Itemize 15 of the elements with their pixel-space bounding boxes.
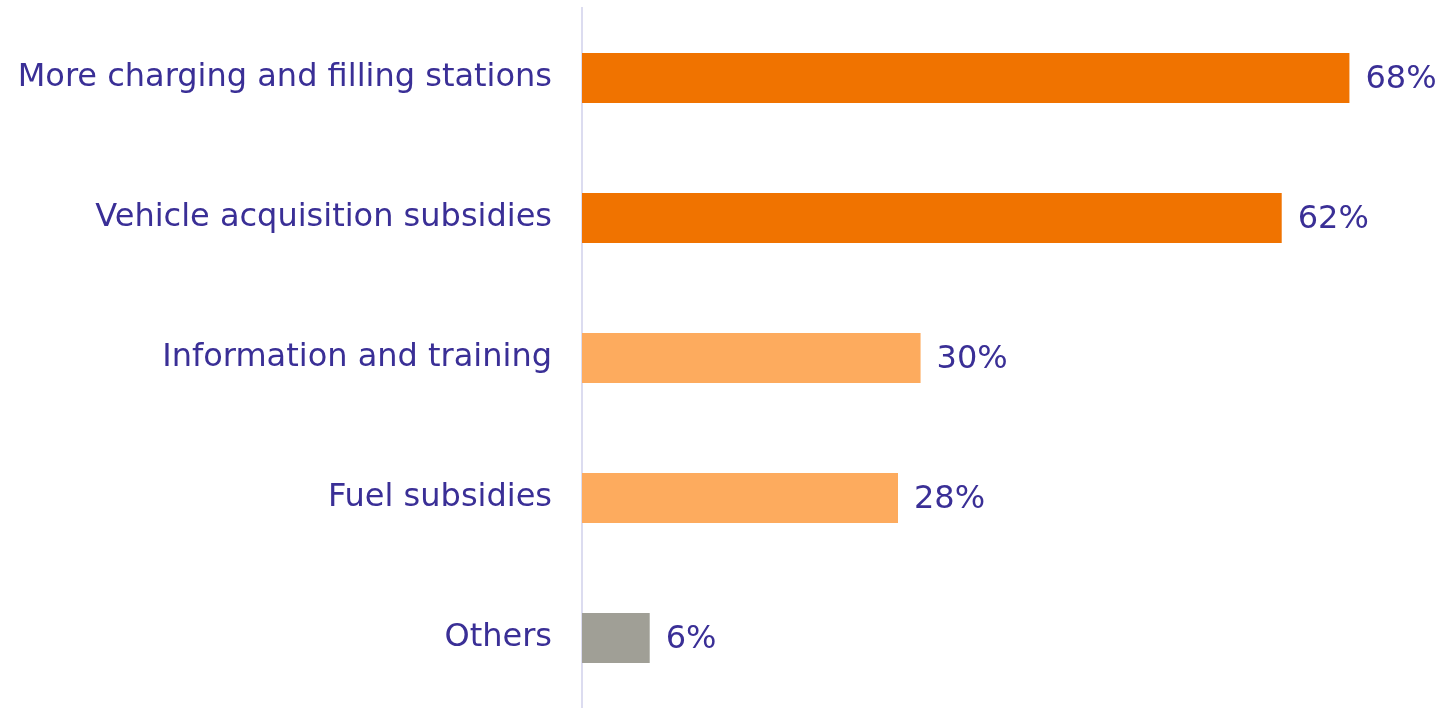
data-label: 6% <box>665 618 717 657</box>
bar <box>582 333 921 383</box>
data-label: 68% <box>1365 58 1437 97</box>
bar <box>582 193 1282 243</box>
data-label: 28% <box>914 478 986 517</box>
y-tick-label: Vehicle acquisition subsidies <box>95 196 552 235</box>
data-label: 62% <box>1297 198 1369 237</box>
bar <box>582 613 650 663</box>
y-tick-label: More charging and filling stations <box>17 56 552 95</box>
y-tick-label: Others <box>444 616 552 655</box>
bar <box>582 53 1350 103</box>
data-label: 30% <box>936 338 1008 377</box>
y-tick-label: Fuel subsidies <box>327 476 552 515</box>
y-tick-label: Information and training <box>162 336 552 375</box>
bar <box>582 473 898 523</box>
